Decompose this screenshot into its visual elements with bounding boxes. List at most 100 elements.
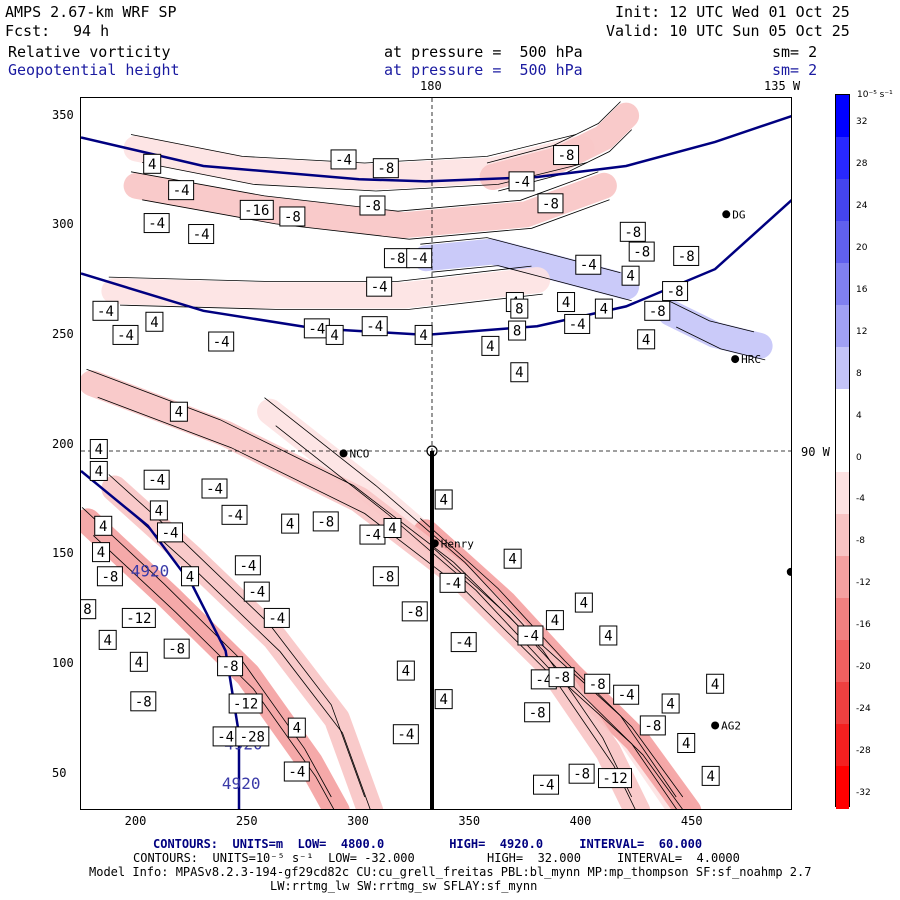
vorticity-label-box xyxy=(598,768,632,789)
vorticity-label-67: -8 xyxy=(81,599,97,620)
vorticity-label-25: 4 xyxy=(637,329,656,350)
vorticity-band-1 xyxy=(101,475,384,809)
footer-model-info-2: LW:rrtmg_lw SW:rrtmg_sw SFLAY:sf_mynn xyxy=(270,879,538,893)
vorticity-contour-3-1 xyxy=(431,546,683,809)
vorticity-label-37: 4 xyxy=(481,335,500,356)
vorticity-label-text: 4 xyxy=(388,521,396,537)
model-title: AMPS 2.67-km WRF SP xyxy=(5,3,177,21)
vorticity-label-box xyxy=(217,656,244,677)
vorticity-label-72: 4 xyxy=(574,592,593,613)
vorticity-label-text: 8 xyxy=(515,302,523,318)
vorticity-label-76: -4 xyxy=(450,632,477,653)
vorticity-label-71: 4 xyxy=(545,610,564,631)
colorbar-segment xyxy=(836,766,849,809)
vorticity-label-text: 4 xyxy=(486,339,494,355)
vorticity-label-box xyxy=(188,224,215,245)
vorticity-label-box xyxy=(533,774,560,795)
vorticity-label-28: -4 xyxy=(112,324,139,345)
vorticity-label-text: -4 xyxy=(522,628,539,644)
vorticity-label-text: 4 xyxy=(439,492,447,508)
vorticity-label-23: 4 xyxy=(594,298,613,319)
vorticity-label-57: -4 xyxy=(234,555,261,576)
vorticity-label-99: -8 xyxy=(568,763,595,784)
pole-marker xyxy=(426,445,438,457)
vorticity-label-text: -12 xyxy=(126,611,151,627)
colorbar-segment xyxy=(836,262,849,306)
vorticity-label-text: 4 xyxy=(330,328,338,344)
vorticity-label-98: 4 xyxy=(677,732,696,753)
vorticity-label-53: -4 xyxy=(157,522,183,543)
vorticity-label-text: -4 xyxy=(569,317,586,333)
footer-height-contours: CONTOURS: UNITS=m LOW= 4800.0 HIGH= 4920… xyxy=(153,837,703,851)
vorticity-label-24: -8 xyxy=(644,300,671,321)
vorticity-label-text: -8 xyxy=(644,718,661,734)
vorticity-label-box xyxy=(584,673,611,694)
vorticity-label-10: -4 xyxy=(143,213,170,234)
vorticity-label-11: -4 xyxy=(188,224,215,245)
vorticity-label-text: -4 xyxy=(148,216,165,232)
vorticity-label-text: 4 xyxy=(402,664,410,680)
vorticity-label-text: 4 xyxy=(604,628,612,644)
vorticity-label-90: 4 xyxy=(434,689,453,710)
field2-name: Geopotential height xyxy=(8,61,180,79)
vorticity-label-text: -8 xyxy=(558,148,575,164)
vorticity-label-7: -8 xyxy=(359,195,386,216)
vorticity-contour-2-1 xyxy=(275,425,677,809)
vorticity-label-34: 8 xyxy=(510,298,529,319)
colorbar-segment xyxy=(836,178,849,222)
vorticity-label-103: -4 xyxy=(533,774,560,795)
vorticity-label-box xyxy=(287,717,306,738)
vorticity-label-box xyxy=(406,248,433,269)
vorticity-label-text: -4 xyxy=(213,335,230,351)
vorticity-label-text: 4 xyxy=(508,552,516,568)
lon-label-180: 180 xyxy=(420,79,442,93)
vorticity-label-box xyxy=(361,316,388,337)
vorticity-label-text: 4 xyxy=(642,332,650,348)
vorticity-label-48: 4 xyxy=(149,500,168,521)
vorticity-label-text: -8 xyxy=(377,161,394,177)
vorticity-label-text: -4 xyxy=(97,304,114,320)
vorticity-label-17: -4 xyxy=(575,254,602,275)
vorticity-label-33: 4 xyxy=(414,324,433,345)
vorticity-label-59: 4 xyxy=(503,548,522,569)
colorbar-label: -20 xyxy=(856,662,871,673)
vorticity-label-text: -4 xyxy=(206,482,223,498)
vorticity-label-box xyxy=(168,180,195,201)
vorticity-label-box xyxy=(92,542,111,563)
vorticity-label-50: -8 xyxy=(312,511,339,532)
vorticity-label-21: -8 xyxy=(673,245,700,266)
vorticity-contour-10-1 xyxy=(119,293,543,310)
vorticity-label-text: -8 xyxy=(377,569,394,585)
x-tick-label: 400 xyxy=(569,814,592,828)
vorticity-label-75: -8 xyxy=(163,638,190,659)
vorticity-label-text: -4 xyxy=(268,611,285,627)
colorbar-label: 28 xyxy=(856,158,868,169)
vorticity-label-box xyxy=(92,300,119,321)
vorticity-label-5: -16 xyxy=(239,199,274,220)
vorticity-label-2: -8 xyxy=(372,158,399,179)
colorbar-label: 12 xyxy=(856,326,868,337)
x-tick-label: 200 xyxy=(124,814,147,828)
footer-model-info: Model Info: MPASv8.2.3-194-gf29cd82c CU:… xyxy=(89,865,812,879)
vorticity-label-box xyxy=(94,515,113,536)
vorticity-label-text: -8 xyxy=(284,209,301,225)
vorticity-label-text: -4 xyxy=(366,319,383,335)
vorticity-label-box xyxy=(661,693,680,714)
vorticity-label-text: -4 xyxy=(538,778,555,794)
vorticity-label-text: -8 xyxy=(406,604,423,620)
height-label-0: 4920 xyxy=(131,561,170,580)
vorticity-label-text: -4 xyxy=(239,558,256,574)
vorticity-label-box xyxy=(169,401,188,422)
vorticity-label-text: -8 xyxy=(624,225,641,241)
x-tick-label: 300 xyxy=(347,814,369,828)
vorticity-band-7 xyxy=(479,102,640,190)
vorticity-label-box xyxy=(157,522,183,543)
vorticity-label-box xyxy=(508,320,527,341)
colorbar-segment xyxy=(836,556,849,600)
station-dot-1 xyxy=(430,539,439,548)
y-tick-label: 200 xyxy=(52,436,74,451)
vorticity-label-box xyxy=(510,298,529,319)
vorticity-label-box xyxy=(89,439,108,460)
vorticity-band-8 xyxy=(412,238,640,300)
vorticity-label-text: 4 xyxy=(186,569,194,585)
